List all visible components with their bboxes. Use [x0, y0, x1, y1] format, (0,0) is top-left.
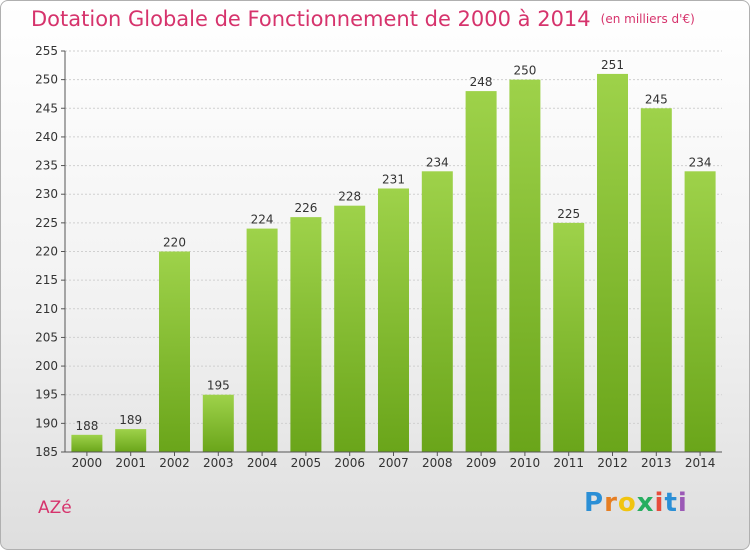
y-tick-label: 230	[35, 187, 58, 201]
logo-letter: r	[604, 488, 618, 518]
value-label: 234	[689, 155, 712, 169]
y-tick-label: 240	[35, 130, 58, 144]
x-tick-label: 2000	[72, 456, 103, 470]
value-label: 224	[251, 213, 274, 227]
axes: 185 190 195 200 205 210 215 220 225 230 235 240 245 2…	[35, 44, 722, 470]
x-tick-label: 2005	[291, 456, 322, 470]
value-label: 250	[513, 64, 536, 78]
x-tick-label: 2002	[159, 456, 190, 470]
proxiti-logo: Proxiti	[584, 488, 688, 518]
value-label: 251	[601, 58, 624, 72]
logo-letter: i	[654, 488, 665, 518]
x-tick-label: 2001	[115, 456, 146, 470]
x-tick-label: 2007	[378, 456, 409, 470]
chart-title: Dotation Globale de Fonctionnement de 20…	[31, 7, 695, 31]
y-tick-label: 220	[35, 245, 58, 259]
bar	[159, 251, 190, 452]
bar	[465, 91, 497, 452]
y-tick-label: 190	[35, 416, 58, 430]
value-label: 220	[163, 236, 186, 250]
logo-letter: o	[617, 488, 637, 518]
y-tick-label: 235	[35, 159, 58, 173]
y-tick-label: 255	[35, 44, 58, 58]
x-tick-label: 2013	[641, 456, 672, 470]
bar	[509, 79, 541, 453]
x-tick-label: 2009	[466, 456, 497, 470]
value-label: 225	[557, 207, 580, 221]
x-tick-label: 2011	[553, 456, 584, 470]
logo-letter: P	[584, 488, 605, 518]
y-tick-label: 205	[35, 330, 58, 344]
value-label: 234	[426, 155, 449, 169]
bar	[115, 429, 147, 452]
y-tick-label: 215	[35, 273, 58, 287]
value-label: 226	[294, 201, 317, 215]
x-tick-label: 2012	[597, 456, 628, 470]
bar	[246, 228, 278, 452]
x-tick-label: 2006	[334, 456, 365, 470]
bar	[202, 394, 234, 452]
logo-letter: i	[677, 488, 688, 518]
bar	[640, 108, 672, 453]
title-text: Dotation Globale de Fonctionnement de 20…	[31, 7, 591, 31]
y-tick-label: 210	[35, 302, 58, 316]
bar	[290, 217, 322, 452]
bar	[378, 188, 409, 452]
bar	[684, 171, 716, 453]
value-label: 248	[470, 75, 493, 89]
y-tick-label: 225	[35, 216, 58, 230]
logo-letter: x	[636, 488, 655, 518]
x-tick-label: 2004	[247, 456, 278, 470]
y-tick-label: 250	[35, 73, 58, 87]
bar	[421, 171, 453, 453]
bar	[597, 73, 628, 453]
bar	[553, 222, 585, 452]
bars: 188 189 220 195 224 226 228 231 234 248 250 225 251 2…	[71, 58, 716, 453]
unit-label: (en milliers d'€)	[600, 12, 695, 26]
value-label: 231	[382, 172, 405, 186]
bar	[71, 434, 103, 452]
value-label: 195	[207, 379, 230, 393]
x-tick-label: 2008	[422, 456, 453, 470]
bar	[334, 205, 366, 452]
y-tick-label: 185	[35, 445, 58, 459]
x-tick-label: 2003	[203, 456, 234, 470]
value-label: 189	[119, 413, 142, 427]
x-tick-label: 2014	[685, 456, 716, 470]
y-tick-label: 195	[35, 388, 58, 402]
x-tick-label: 2010	[510, 456, 541, 470]
logo-letter: t	[664, 488, 678, 518]
value-label: 188	[75, 419, 98, 433]
y-tick-label: 200	[35, 359, 58, 373]
value-label: 228	[338, 190, 361, 204]
y-tick-label: 245	[35, 101, 58, 115]
commune-name: AZé	[38, 498, 72, 518]
value-label: 245	[645, 92, 668, 106]
